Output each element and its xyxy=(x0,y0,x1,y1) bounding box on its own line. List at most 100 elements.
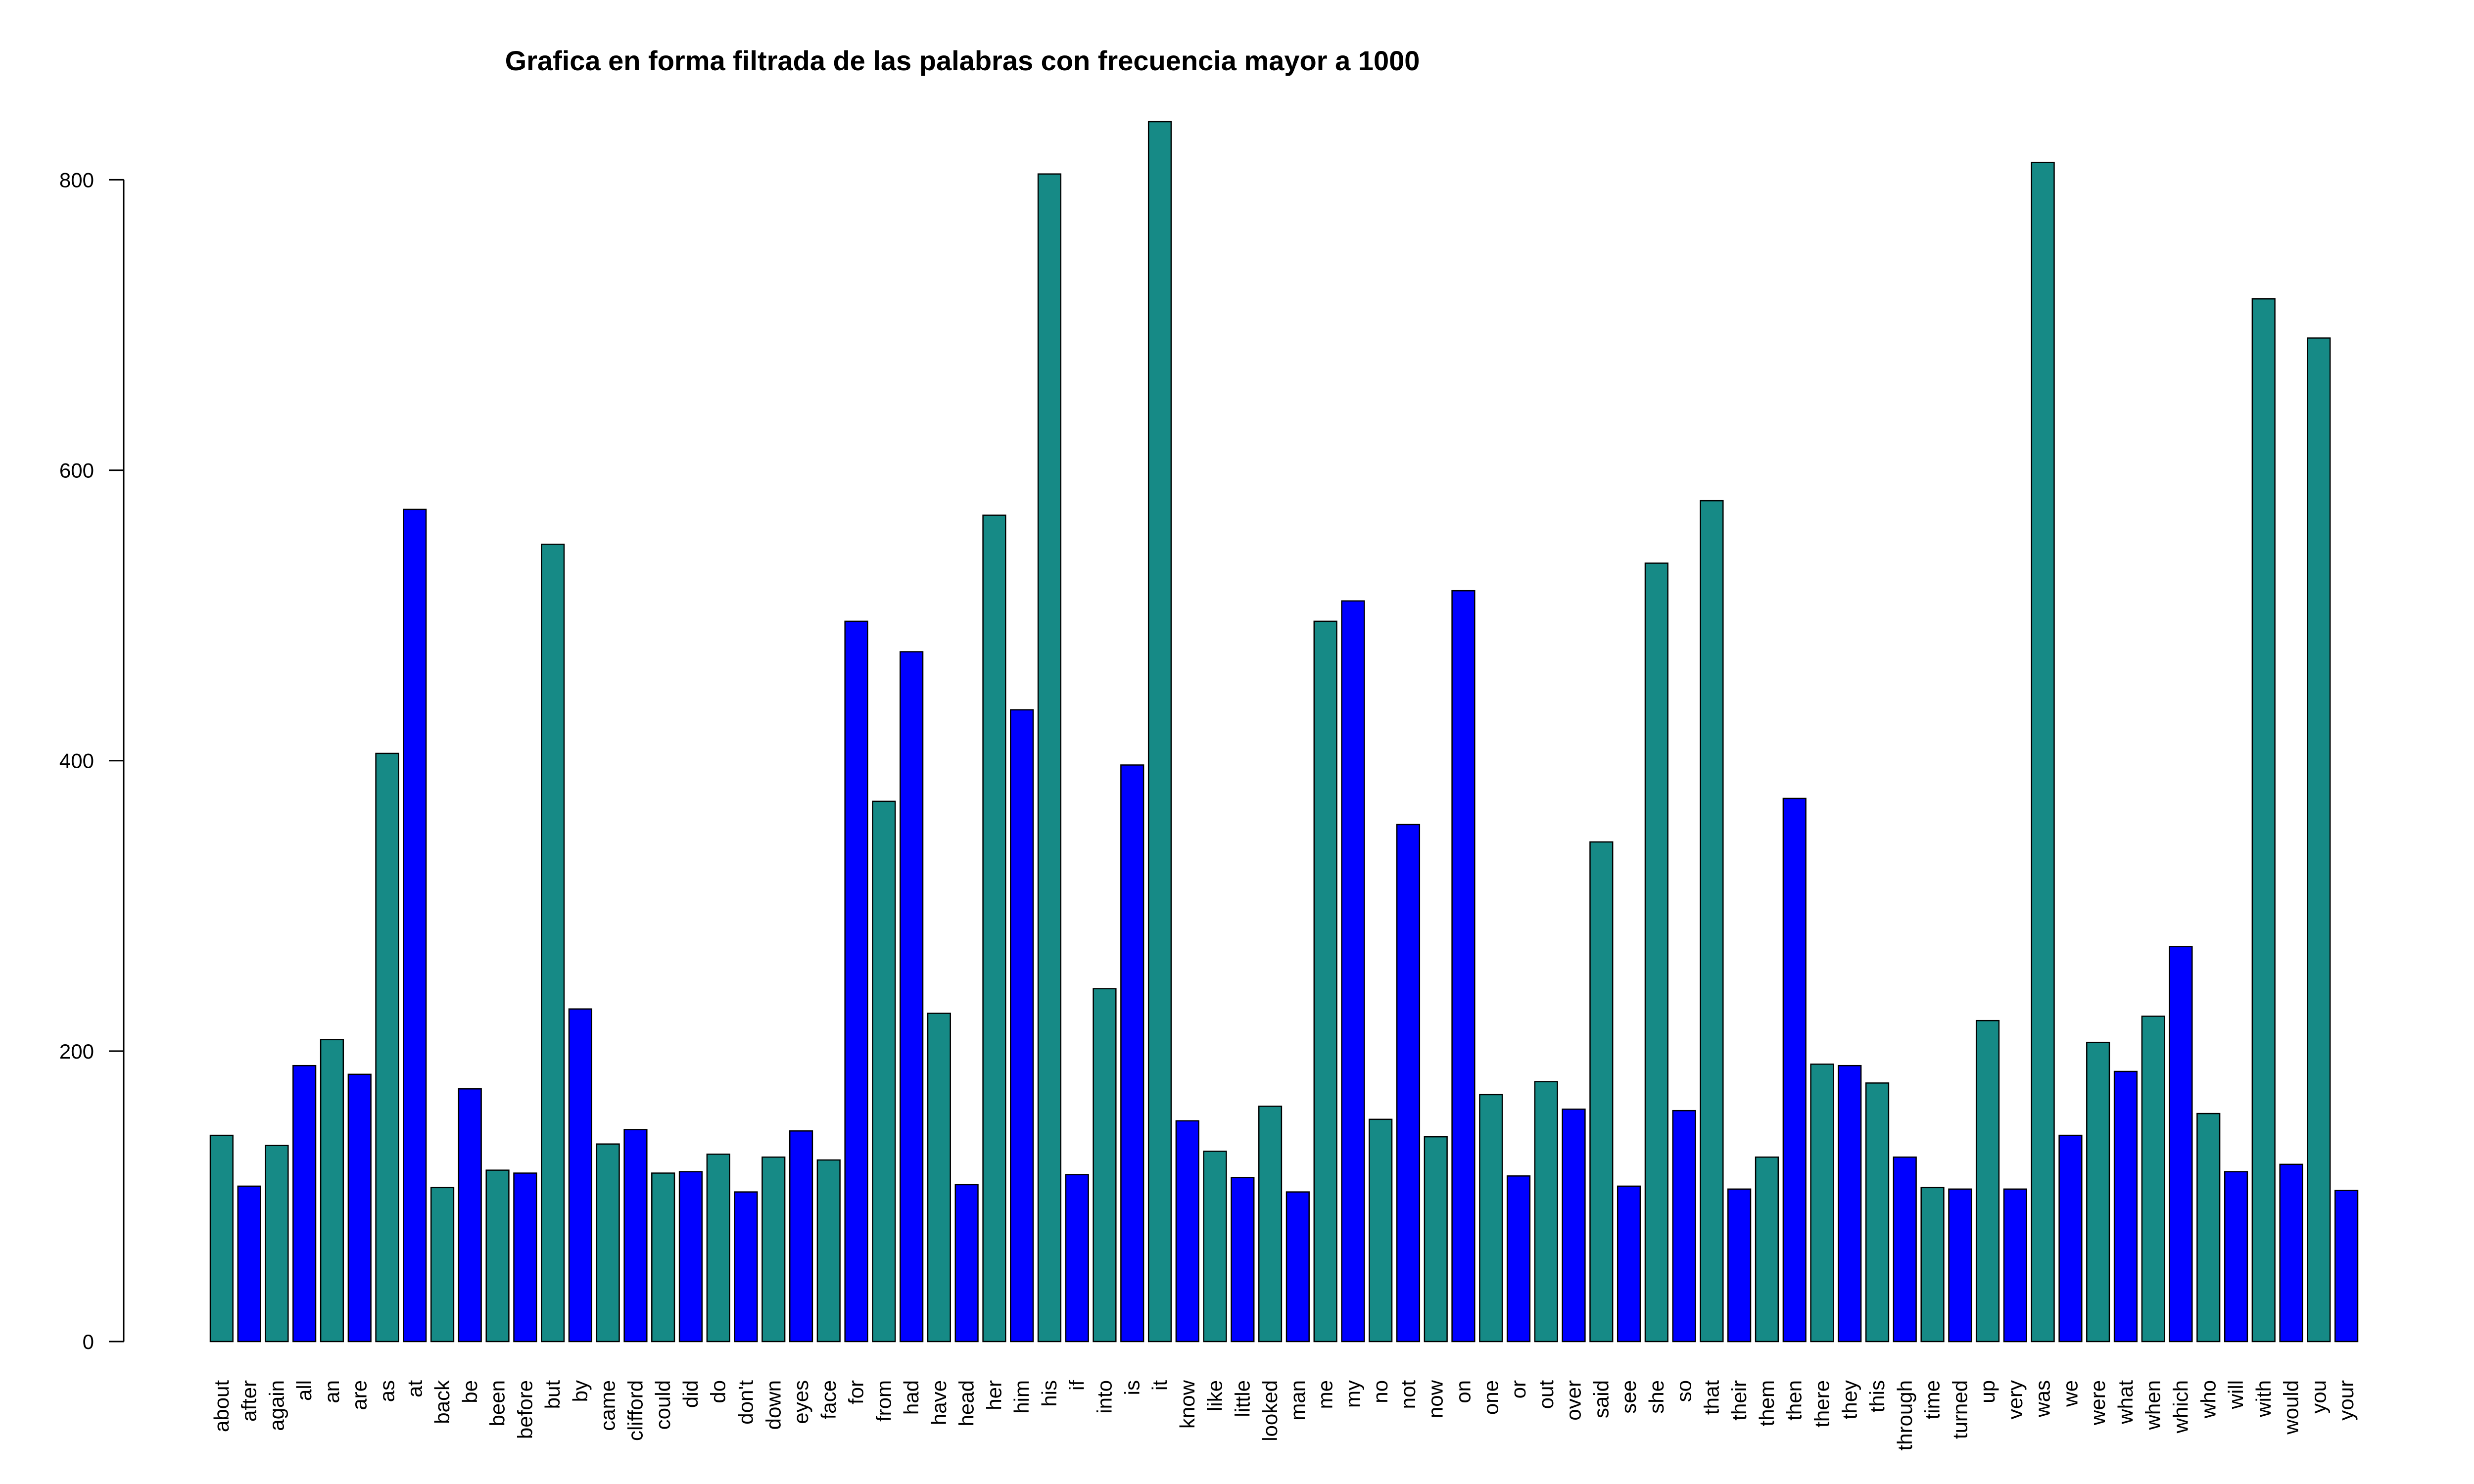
bar-head xyxy=(954,1184,979,1343)
category-label: as xyxy=(376,1380,399,1402)
category-label: my xyxy=(1341,1380,1364,1408)
bar-that xyxy=(1700,500,1724,1343)
category-label: an xyxy=(320,1380,343,1403)
bar-little xyxy=(1231,1177,1255,1343)
category-label: by xyxy=(569,1380,592,1402)
bar-out xyxy=(1534,1081,1558,1343)
bar-her xyxy=(982,514,1006,1343)
category-label: face xyxy=(817,1380,840,1419)
category-label: him xyxy=(1010,1380,1033,1414)
y-tick-label: 0 xyxy=(83,1330,94,1353)
bar-by xyxy=(568,1008,592,1343)
bar-it xyxy=(1147,121,1172,1343)
category-label: then xyxy=(1783,1380,1806,1421)
bar-dont xyxy=(734,1191,758,1343)
bar-them xyxy=(1755,1156,1779,1343)
category-label: clifford xyxy=(623,1380,647,1441)
category-label: not xyxy=(1396,1380,1420,1409)
bar-like xyxy=(1203,1151,1227,1343)
bar-had xyxy=(900,651,924,1343)
category-label: could xyxy=(651,1380,674,1430)
bar-we xyxy=(2058,1134,2083,1343)
bar-your xyxy=(2334,1190,2359,1343)
bar-said xyxy=(1589,841,1614,1343)
category-label: like xyxy=(1203,1380,1227,1411)
category-label: but xyxy=(541,1380,564,1409)
bar-when xyxy=(2141,1016,2165,1343)
category-label: when xyxy=(2141,1380,2165,1430)
bar-know xyxy=(1175,1120,1199,1343)
category-label: from xyxy=(872,1380,895,1422)
category-label: they xyxy=(1838,1380,1861,1419)
category-label: who xyxy=(2196,1380,2220,1419)
category-label: into xyxy=(1093,1380,1116,1414)
bar-back xyxy=(430,1187,455,1343)
category-label: did xyxy=(679,1380,702,1408)
bar-me xyxy=(1313,620,1337,1343)
category-label: had xyxy=(900,1380,923,1415)
category-label: were xyxy=(2086,1380,2109,1426)
bar-time xyxy=(1920,1187,1945,1343)
category-label: at xyxy=(403,1380,426,1397)
bar-so xyxy=(1672,1110,1696,1343)
category-label: your xyxy=(2334,1380,2358,1421)
bar-face xyxy=(816,1159,841,1343)
category-label: that xyxy=(1700,1380,1723,1415)
bar-again xyxy=(265,1145,289,1343)
category-label: now xyxy=(1424,1380,1447,1418)
bar-him xyxy=(1010,709,1034,1343)
category-label: little xyxy=(1231,1380,1254,1417)
category-label: after xyxy=(238,1380,261,1422)
bar-through xyxy=(1893,1156,1917,1343)
category-label: for xyxy=(845,1380,868,1404)
category-label: was xyxy=(2031,1380,2054,1418)
bar-on xyxy=(1451,590,1475,1343)
category-label: looked xyxy=(1258,1380,1282,1441)
bar-this xyxy=(1865,1082,1890,1343)
bar-at xyxy=(403,509,427,1343)
bar-over xyxy=(1562,1109,1586,1343)
bar-will xyxy=(2224,1171,2248,1343)
category-label: see xyxy=(1617,1380,1640,1414)
category-label: you xyxy=(2307,1380,2330,1414)
bar-have xyxy=(927,1013,951,1343)
category-label: me xyxy=(1314,1380,1337,1409)
category-label: been xyxy=(486,1380,509,1426)
category-label: man xyxy=(1286,1380,1309,1421)
bar-if xyxy=(1065,1174,1089,1343)
bar-is xyxy=(1120,764,1144,1343)
category-label: if xyxy=(1065,1380,1089,1391)
category-label: his xyxy=(1038,1380,1061,1407)
y-tick-label: 400 xyxy=(59,749,94,773)
bar-could xyxy=(651,1172,675,1343)
bar-down xyxy=(761,1156,786,1343)
bar-see xyxy=(1617,1185,1641,1343)
bar-their xyxy=(1727,1188,1752,1343)
bar-up xyxy=(1975,1020,2000,1343)
bar-man xyxy=(1285,1191,1310,1343)
bar-with xyxy=(2251,298,2276,1343)
category-label: back xyxy=(430,1380,454,1424)
category-label: there xyxy=(1810,1380,1834,1428)
bar-came xyxy=(596,1143,620,1343)
category-label: out xyxy=(1534,1380,1558,1409)
category-label: don't xyxy=(734,1380,758,1425)
category-label: we xyxy=(2058,1380,2082,1407)
bar-which xyxy=(2169,946,2193,1343)
bar-but xyxy=(541,544,565,1343)
bar-then xyxy=(1782,797,1807,1343)
bar-she xyxy=(1644,562,1668,1343)
bar-there xyxy=(1810,1064,1834,1343)
category-label: is xyxy=(1120,1380,1143,1395)
category-label: would xyxy=(2280,1380,2303,1435)
bar-would xyxy=(2279,1163,2303,1343)
category-label: head xyxy=(955,1380,978,1426)
bar-after xyxy=(237,1185,261,1343)
category-label: this xyxy=(1865,1380,1889,1412)
category-label: turned xyxy=(1948,1380,1971,1439)
bar-all xyxy=(292,1065,317,1343)
bar-were xyxy=(2086,1041,2110,1343)
category-label: one xyxy=(1479,1380,1502,1415)
bar-looked xyxy=(1258,1106,1283,1343)
